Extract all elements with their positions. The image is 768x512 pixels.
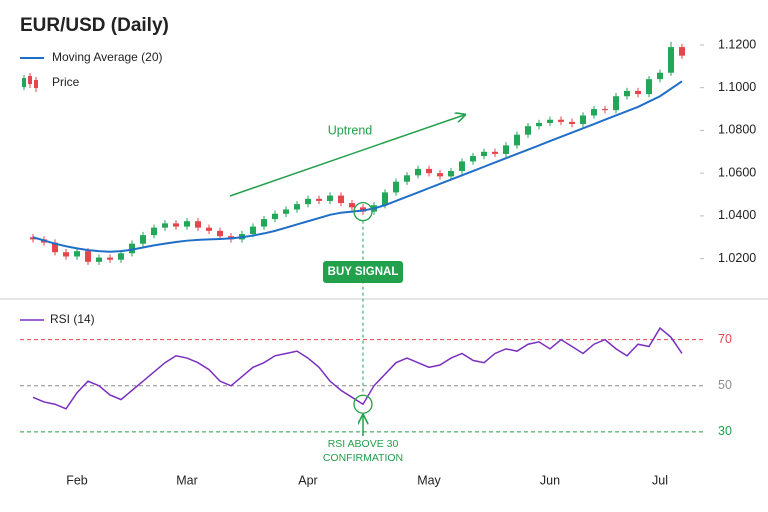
moving-average-line (32, 80, 683, 253)
candle-body (646, 79, 652, 95)
candle-body (129, 243, 135, 254)
candle-body (250, 226, 256, 235)
candle-body (536, 122, 542, 127)
candle-body (437, 173, 443, 177)
candle-body (217, 230, 223, 237)
candle-body (547, 119, 553, 123)
candle-body (74, 251, 80, 257)
candle-body (30, 237, 36, 240)
candle-body (96, 257, 102, 262)
legend-label: Price (52, 75, 80, 89)
candle-body (52, 242, 58, 253)
x-tick-label: Jun (540, 473, 560, 487)
candle-body (184, 221, 190, 227)
candle-body (261, 219, 267, 227)
x-tick-label: Mar (176, 473, 198, 487)
x-tick-label: Jul (652, 473, 668, 487)
candle-body (569, 121, 575, 125)
candle-body (195, 221, 201, 228)
y-tick-label: 1.0400 (718, 208, 756, 222)
legend-label: RSI (14) (50, 312, 95, 326)
signal-label: BUY SIGNAL (328, 266, 399, 278)
candle-body (162, 223, 168, 228)
candle-body (635, 90, 641, 95)
legend-label: Moving Average (20) (52, 50, 163, 64)
candle-body (481, 151, 487, 157)
candle-body (173, 223, 179, 227)
candle-body (118, 253, 124, 260)
candle-body (426, 168, 432, 174)
x-tick-label: Feb (66, 473, 88, 487)
confirm-circle (353, 394, 373, 414)
candle-body (382, 192, 388, 206)
candle-body (657, 72, 663, 80)
candle-body (316, 198, 322, 201)
candle-body (580, 115, 586, 125)
candle-body (470, 156, 476, 162)
candle-body (492, 151, 498, 154)
legend-icon (22, 78, 26, 87)
candle-body (668, 47, 674, 73)
candle-body (404, 175, 410, 182)
candle-body (459, 161, 465, 172)
confirm-label: RSI ABOVE 30 (328, 438, 399, 450)
candle-body (393, 181, 399, 193)
candle-body (679, 47, 685, 56)
trend-label: Uptrend (328, 123, 373, 137)
signal-box (323, 261, 403, 283)
candle-body (360, 207, 366, 212)
candle-body (272, 213, 278, 220)
candle-body (558, 119, 564, 122)
candle-body (140, 235, 146, 244)
chart-title: EUR/USD (Daily) (20, 15, 169, 36)
rsi-line (32, 326, 683, 410)
candle-body (602, 109, 608, 111)
candle-body (613, 96, 619, 111)
candle-body (63, 252, 69, 257)
y-tick-label: 1.1200 (718, 37, 756, 51)
y-tick-label: 1.1000 (718, 80, 756, 94)
confirm-label: CONFIRMATION (323, 452, 403, 464)
candle-body (503, 145, 509, 154)
candle-body (349, 203, 355, 208)
candle-body (151, 227, 157, 236)
y-tick-label: 1.0600 (718, 165, 756, 179)
legend-icon (28, 76, 32, 84)
candle-body (525, 126, 531, 135)
candle-body (206, 227, 212, 231)
candle-body (294, 204, 300, 210)
y-tick-label: 1.0800 (718, 123, 756, 137)
legend-icon (34, 80, 38, 88)
candle-body (85, 251, 91, 262)
candle-body (591, 109, 597, 116)
candle-body (327, 195, 333, 201)
trend-arrow (229, 115, 464, 197)
candle-body (514, 134, 520, 146)
y-tick-label: 50 (718, 378, 732, 392)
candle-body (338, 195, 344, 204)
candle-body (283, 209, 289, 214)
candle-body (305, 198, 311, 205)
y-tick-label: 1.0200 (718, 251, 756, 265)
y-tick-label: 30 (718, 424, 732, 438)
candle-body (415, 168, 421, 176)
y-tick-label: 70 (718, 332, 732, 346)
x-tick-label: Apr (298, 473, 317, 487)
candle-body (448, 171, 454, 177)
candle-body (624, 90, 630, 97)
candle-body (107, 257, 113, 260)
x-tick-label: May (417, 473, 441, 487)
